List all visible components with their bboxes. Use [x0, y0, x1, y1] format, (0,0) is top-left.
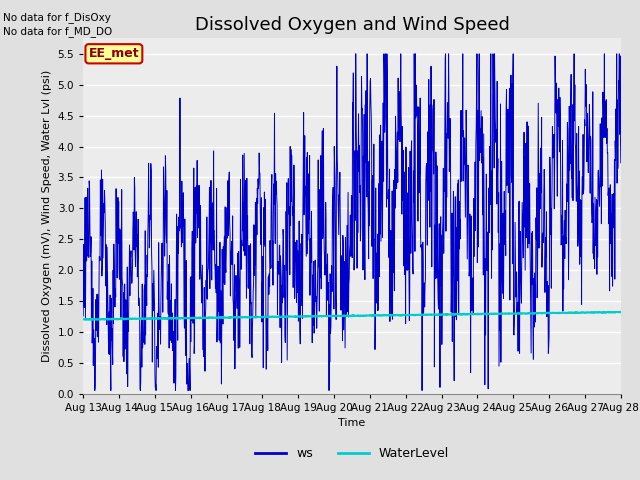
Legend: ws, WaterLevel: ws, WaterLevel: [250, 443, 454, 466]
Y-axis label: Dissolved Oxygen (mV), Wind Speed, Water Lvl (psi): Dissolved Oxygen (mV), Wind Speed, Water…: [42, 70, 52, 362]
X-axis label: Time: Time: [339, 418, 365, 428]
Title: Dissolved Oxygen and Wind Speed: Dissolved Oxygen and Wind Speed: [195, 16, 509, 34]
Text: No data for f_MD_DO: No data for f_MD_DO: [3, 26, 113, 37]
Text: EE_met: EE_met: [88, 47, 140, 60]
Text: No data for f_DisOxy: No data for f_DisOxy: [3, 12, 111, 23]
